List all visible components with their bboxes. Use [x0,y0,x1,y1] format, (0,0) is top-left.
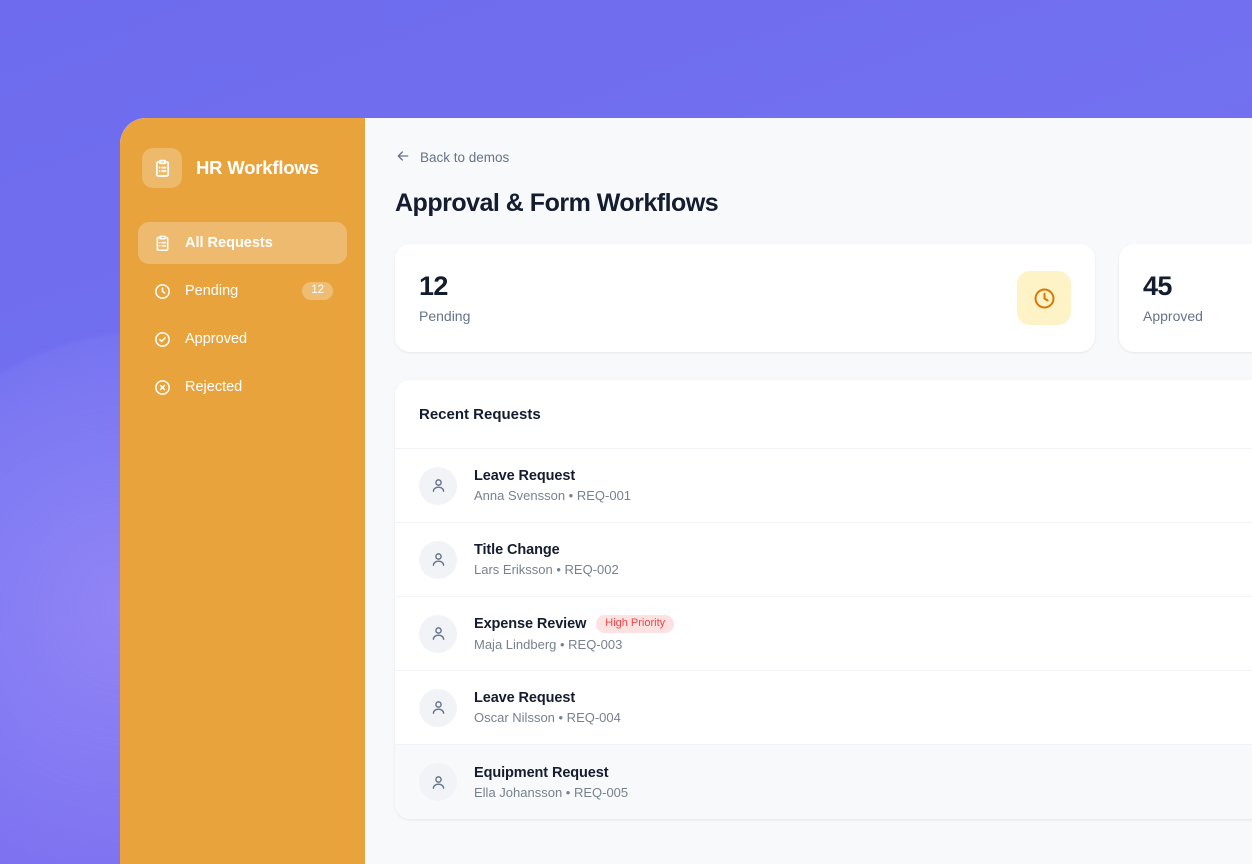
stat-card-approved[interactable]: 45 Approved [1119,244,1252,352]
request-type: Expense Review [474,616,587,632]
row-body: Leave Request Anna Svensson • REQ-001 [474,468,631,503]
stat-label: Pending [419,308,471,325]
request-type: Title Change [474,542,560,558]
sidebar-nav: All Requests Pending 12 [138,222,347,408]
row-body: Leave Request Oscar Nilsson • REQ-004 [474,690,621,725]
clipboard-list-icon [142,148,182,188]
back-to-demos-link[interactable]: Back to demos [395,148,509,167]
sidebar-item-all-requests[interactable]: All Requests [138,222,347,264]
clipboard-list-icon [152,233,172,253]
sidebar-item-label: Approved [185,331,248,347]
table-row[interactable]: Leave Request Anna Svensson • REQ-001 [395,449,1252,523]
check-circle-icon [152,329,172,349]
request-meta: Oscar Nilsson • REQ-004 [474,710,621,725]
request-meta: Maja Lindberg • REQ-003 [474,637,623,652]
main-content: Back to demos Approval & Form Workflows … [365,118,1252,864]
table-row[interactable]: Equipment Request Ella Johansson • REQ-0… [395,745,1252,819]
stat-text: 45 Approved [1143,270,1203,325]
table-row[interactable]: Title Change Lars Eriksson • REQ-002 [395,523,1252,597]
app-window: HR Workflows All Requests [120,118,1252,864]
avatar [419,540,457,579]
request-meta: Ella Johansson • REQ-005 [474,784,629,800]
sidebar-item-label: Pending [185,283,239,299]
row-body: Expense Review High Priority Maja Lindbe… [474,615,675,652]
stat-card-pending[interactable]: 12 Pending [395,244,1095,352]
row-title-line: Leave Request [474,690,621,706]
request-type: Leave Request [474,690,576,706]
sidebar-item-rejected[interactable]: Rejected [138,366,347,408]
back-link-label: Back to demos [420,150,510,165]
arrow-left-icon [395,148,411,167]
sidebar-item-label: Rejected [185,379,243,395]
row-body: Equipment Request Ella Johansson • REQ-0… [474,765,628,800]
table-row[interactable]: Expense Review High Priority Maja Lindbe… [395,597,1252,671]
pending-count-badge: 12 [302,281,333,301]
recent-requests-panel: Recent Requests Leave Request Anna Svens… [395,380,1252,819]
brand: HR Workflows [138,144,347,188]
avatar [419,688,457,727]
stat-label: Approved [1143,308,1203,325]
request-type: Equipment Request [474,764,609,781]
request-meta: Anna Svensson • REQ-001 [474,488,632,503]
row-title-line: Expense Review High Priority [474,615,675,633]
panel-title: Recent Requests [395,380,1252,449]
page-title: Approval & Form Workflows [395,189,719,217]
avatar [419,614,457,653]
stat-value: 45 [1143,270,1172,301]
table-row[interactable]: Leave Request Oscar Nilsson • REQ-004 [395,671,1252,745]
row-body: Title Change Lars Eriksson • REQ-002 [474,542,619,577]
row-title-line: Leave Request [474,468,631,484]
avatar [419,466,457,505]
sidebar: HR Workflows All Requests [120,118,365,864]
clock-icon [1017,271,1071,325]
clock-icon [152,281,172,301]
request-meta: Lars Eriksson • REQ-002 [474,562,619,577]
avatar [419,763,457,801]
sidebar-item-approved[interactable]: Approved [138,318,347,360]
status-badge: High Priority [596,615,675,633]
row-title-line: Title Change [474,542,619,558]
x-circle-icon [152,377,172,397]
row-title-line: Equipment Request [474,765,628,781]
sidebar-item-label: All Requests [185,235,273,251]
request-type: Leave Request [474,468,576,484]
sidebar-item-pending[interactable]: Pending 12 [138,270,347,312]
stat-text: 12 Pending [419,270,471,325]
stat-value: 12 [419,270,448,301]
brand-title: HR Workflows [196,157,319,178]
stats-row: 12 Pending 45 Approved [395,244,1252,352]
